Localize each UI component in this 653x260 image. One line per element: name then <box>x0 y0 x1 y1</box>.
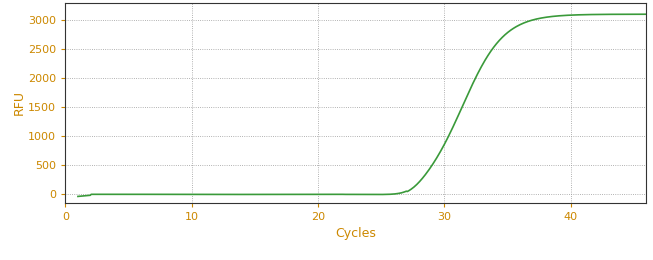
Y-axis label: RFU: RFU <box>12 90 25 115</box>
X-axis label: Cycles: Cycles <box>336 228 376 240</box>
